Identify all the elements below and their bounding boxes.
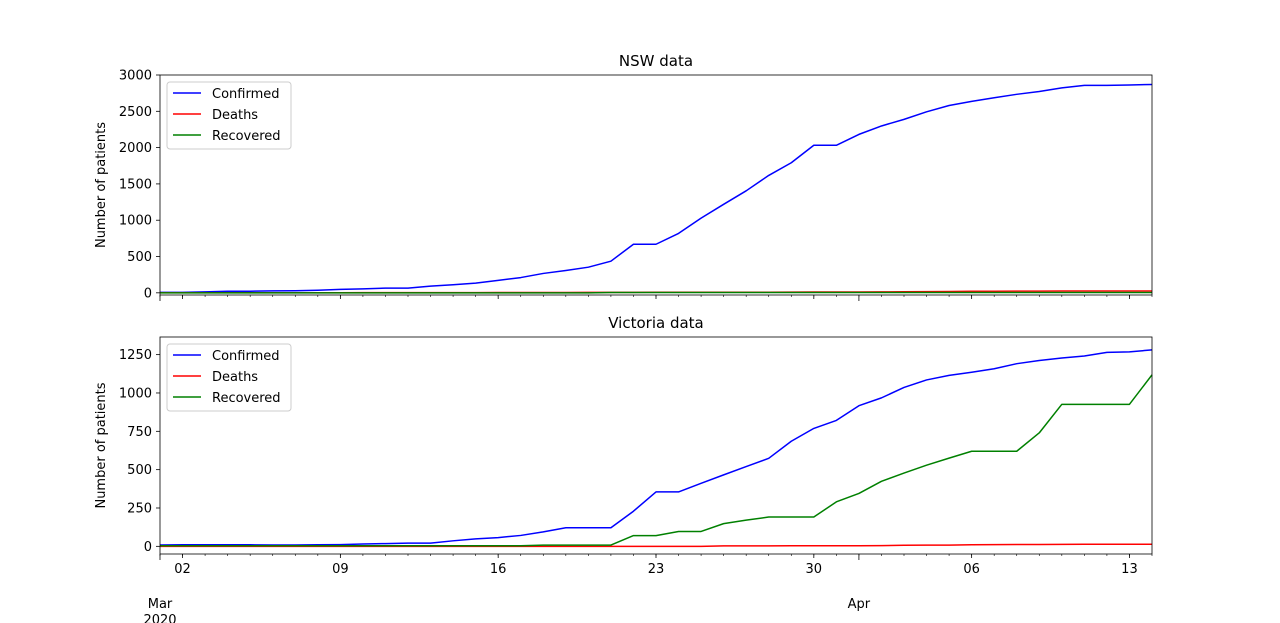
legend-label: Deaths [212,108,258,123]
legend-label: Recovered [212,391,281,406]
x-tick-label: 23 [648,562,665,577]
legend-box [166,81,292,150]
y-tick-label: 0 [144,286,152,301]
chart-panel-1: NSW data Number of patients 0 500 1000 1500 20… [94,52,1153,301]
y-tick-label: 750 [127,425,152,440]
legend-label: Recovered [212,129,281,144]
y-axis-label: Number of patients [94,122,109,248]
y-tick-label: 2500 [119,105,152,120]
y-axis-label: Number of patients [94,382,109,508]
chart-title: Victoria data [608,314,704,332]
x-tick-label: 16 [490,562,507,577]
legend-box [166,343,292,412]
x-year-label: 2020 [143,613,176,623]
legend: Confirmed Deaths Recovered [166,81,292,150]
series-line-recovered [160,374,1153,547]
legend-label: Confirmed [212,349,280,364]
y-tick-label: 500 [127,250,152,265]
series-line-confirmed [160,83,1153,294]
plot-frame [159,336,1153,555]
y-tick-label: 250 [127,501,152,516]
x-tick-label: 30 [806,562,823,577]
x-tick-label: 09 [332,562,349,577]
y-tick-label: 0 [144,540,152,555]
x-tick-label: 13 [1121,562,1138,577]
chart-panel-2: Victoria data Number of patients 0 250 500 75… [94,314,1153,623]
x-tick-label: 02 [174,562,191,577]
y-tick-label: 1250 [119,348,152,363]
y-tick-label: 3000 [119,69,152,84]
y-tick-label: 2000 [119,141,152,156]
legend-label: Confirmed [212,87,280,102]
x-tick-label: 06 [963,562,980,577]
y-tick-label: 1000 [119,386,152,401]
y-tick-label: 1500 [119,177,152,192]
y-tick-label: 500 [127,463,152,478]
chart-title: NSW data [619,52,693,70]
legend: Confirmed Deaths Recovered [166,343,292,412]
y-tick-label: 1000 [119,214,152,229]
legend-label: Deaths [212,370,258,385]
series-line-confirmed [159,349,1153,546]
plot-frame [159,74,1153,296]
x-month-label: Mar [148,597,173,612]
x-month-label: Apr [848,597,871,612]
